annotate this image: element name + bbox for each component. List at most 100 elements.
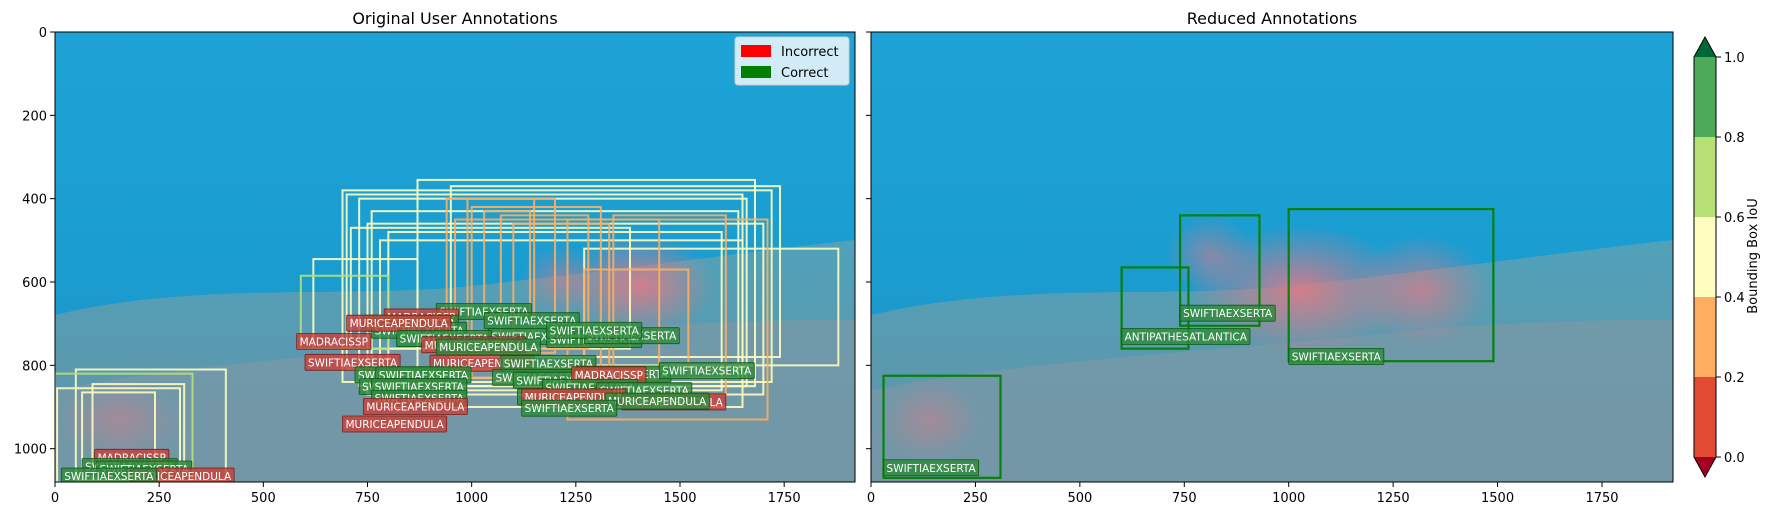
annotation-label-bg [546,321,643,339]
colorbar-bin-2 [1694,297,1716,377]
x-tick-label: 500 [251,491,276,506]
x-tick-label: 1000 [455,491,488,506]
x-tick-label: 0 [51,491,59,506]
annotation-label-4: SWIFTIAEXSERTA [883,459,980,477]
annotation-label-text: MURICEAPENDULA [439,342,538,354]
annotation-label-text: MURICEAPENDULA [346,419,445,431]
annotation-label-bg [296,333,372,350]
left-labels: SWIFTIAEXSERTA SWIFTIAEXSERTA MADRACISSP SW… [60,303,755,483]
annotation-label-text: MURICEAPENDULA [133,471,232,483]
legend-incorrect-swatch [741,45,771,57]
colorbar-tick-label: 0.2 [1724,371,1745,386]
right-labels: SWIFTIAEXSERTA ANTIPATHESATLANTICA SWIFTIA… [883,304,1385,477]
x-tick-label: 1500 [1481,491,1514,506]
annotation-label-bg [658,362,755,380]
annotation-label-text: SWIFTIAEXSERTA [662,366,752,378]
colorbar-bin-1 [1694,377,1716,457]
legend-correct-swatch [741,66,771,78]
annotation-label-bg [1179,304,1276,322]
colorbar-bin-3 [1694,217,1716,297]
y-tick-label: 0 [39,26,47,41]
annotation-label-text: SWIFTIAEXSERTA [550,325,640,337]
legend: Incorrect Correct [734,36,850,86]
y-tick-label: 600 [22,276,47,291]
right-photo [871,32,1673,482]
x-tick-label: 250 [963,491,988,506]
y-tick-label: 1000 [14,443,47,458]
y-tick-label: 800 [22,359,47,374]
annotation-label-bg [362,398,468,415]
colorbar-over-arrow [1694,37,1716,57]
annotation-label-text: SWIFTIAEXSERTA [64,471,154,483]
annotation-label-14: SWIFTIAEXSERTA [546,321,643,339]
colorbar: 0.0 0.2 0.4 0.6 0.8 1.0 [1693,35,1745,479]
left-axes: 0 250 500 750 1000 1250 1500 1750 0 200 400 600 800 1… [14,26,801,506]
annotation-label-bg [1288,348,1385,365]
annotation-label-bg [342,415,448,433]
y-tick-label: 400 [22,193,47,208]
x-tick-label: 1500 [663,491,696,506]
x-tick-label: 1750 [768,491,801,506]
right-boxes [882,207,1495,479]
bounding-box-5 [449,185,781,358]
bounding-box-1 [1179,214,1261,327]
annotation-label-bg [883,459,980,477]
left-panel-title: Original User Annotations [352,9,557,28]
right-axes: 0 250 500 750 1000 1250 1500 1750 [866,31,1619,506]
colorbar-bin-4 [1694,137,1716,217]
annotation-label-text: MURICEAPENDULA [350,318,449,330]
x-tick-label: 1250 [559,491,592,506]
colorbar-tick-label: 0.0 [1724,451,1745,466]
colorbar-tick-label: 0.4 [1724,291,1745,306]
annotation-label-1: SWIFTIAEXSERTA [1179,304,1276,322]
annotation-label-12: MURICEAPENDULA [435,338,541,356]
annotation-label-41: SWIFTIAEXSERTA [60,467,157,483]
annotation-label-bg [60,467,157,482]
legend-correct-label: Correct [781,66,828,81]
annotation-label-text: SWIFTIAEXSERTA [308,357,398,369]
annotation-label-text: ANTIPATHESATLANTICA [1125,332,1248,344]
annotation-label-36: MURICEAPENDULA [342,415,448,433]
y-tick-label: 200 [22,109,47,124]
colorbar-tick-label: 0.6 [1724,211,1745,226]
annotation-label-bg [304,353,401,371]
annotation-label-text: SWIFTIAEXSERTA [1292,352,1382,364]
annotation-label-35: SWIFTIAEXSERTA [521,399,618,417]
bounding-box-3 [1287,207,1495,363]
annotation-label-24: MADRACISSP [571,366,647,384]
reduced-annotations-panel: Reduced Annotations SWIFTIAEXSERTA ANTIPA… [866,9,1674,506]
x-tick-label: 750 [1172,491,1197,506]
annotation-label-23: SWIFTIAEXSERTA [658,362,755,380]
colorbar-tick-label: 0.8 [1724,131,1745,146]
annotation-label-bg [1121,328,1251,345]
original-annotations-panel: Original User Annotations SWIFTIAEXSERTA… [14,9,856,506]
x-tick-label: 1750 [1585,491,1618,506]
bounding-box-4 [882,374,1002,479]
colorbar-tick-label: 1.0 [1724,51,1745,66]
annotation-label-3: SWIFTIAEXSERTA [1288,348,1385,365]
colorbar-label: Bounding Box IoU [1746,198,1761,313]
annotation-label-9: MADRACISSP [296,333,372,350]
annotation-label-15: SWIFTIAEXSERTA [304,353,401,371]
x-tick-label: 1000 [1272,491,1305,506]
annotation-label-text: MURICEAPENDULA [366,402,465,414]
bounding-box-18 [499,214,590,350]
annotation-label-text: SWIFTIAEXSERTA [887,463,977,475]
x-tick-label: 250 [147,491,172,506]
annotation-label-34: MURICEAPENDULA [362,398,468,415]
annotation-label-6: MURICEAPENDULA [346,314,452,332]
annotation-label-text: SWIFTIAEXSERTA [525,403,615,415]
annotation-label-33: MURICEAPENDULA [604,392,710,410]
x-tick-label: 0 [867,491,875,506]
annotation-label-text: MADRACISSP [300,337,368,349]
colorbar-under-arrow [1694,457,1716,477]
annotation-label-text: MADRACISSP [575,370,643,382]
right-panel-title: Reduced Annotations [1187,9,1358,28]
x-tick-label: 500 [1067,491,1092,506]
annotation-label-text: MURICEAPENDULA [608,396,707,408]
annotation-label-bg [521,399,618,417]
legend-incorrect-label: Incorrect [781,45,839,60]
colorbar-bin-5 [1694,57,1716,137]
bounding-box-25 [56,387,181,482]
